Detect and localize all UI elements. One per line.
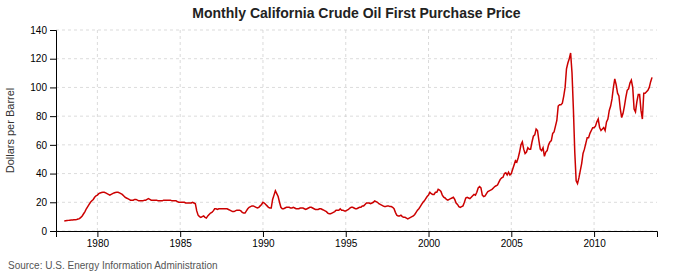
grid-line-y [56, 58, 657, 59]
x-axis-tick: 1990 [252, 231, 275, 249]
grid-line-x [594, 30, 595, 231]
y-axis-tick: 60 [36, 140, 56, 151]
y-axis-tick-label: 140 [30, 25, 47, 36]
x-axis-tick-label: 2000 [418, 238, 441, 249]
x-axis-line [57, 232, 658, 238]
grid-line-x [511, 30, 512, 231]
y-axis-tick-mark [50, 59, 56, 60]
title: Monthly California Crude Oil First Purch… [192, 5, 521, 21]
x-axis-tick: 1980 [87, 231, 110, 249]
x-axis-tick: 2000 [418, 231, 441, 249]
x-axis-tick-label: 1990 [252, 238, 275, 249]
x-axis-tick-mark [594, 231, 595, 237]
grid-line-y [56, 202, 657, 203]
grid-line-x [428, 30, 429, 231]
chart-svg: 1980 1985 1990 1995 2000 2005 2010 0 20 40 60 80 100… [0, 0, 675, 275]
grid-line-y [56, 116, 657, 117]
y-axis-tick: 0 [41, 226, 56, 237]
x-axis-tick-label: 1985 [170, 238, 193, 249]
y-axis-tick: 20 [36, 197, 56, 208]
y-axis-tick-mark [50, 174, 56, 175]
grid-line-x [97, 30, 98, 231]
plot-area: 1980 1985 1990 1995 2000 2005 2010 0 20 40 60 80 100… [30, 25, 657, 249]
source-note: Source: U.S. Energy Information Administ… [8, 260, 218, 271]
y-axis-tick-label: 60 [36, 140, 48, 151]
grid-line-x [345, 30, 346, 231]
y-axis-line [50, 31, 57, 232]
x-axis-tick-mark [346, 231, 347, 237]
x-axis-tick: 1995 [335, 231, 358, 249]
y-axis-tick-mark [50, 87, 56, 88]
y-axis: 0 20 40 60 80 100 120 140 [30, 25, 56, 237]
grid-line-x [262, 30, 263, 231]
x-axis-tick-mark [180, 231, 181, 237]
y-axis-tick-label: 80 [36, 111, 48, 122]
x-axis-tick-label: 2010 [583, 238, 606, 249]
y-axis-tick-label: 100 [30, 82, 47, 93]
y-axis-tick-label: 0 [41, 226, 47, 237]
x-axis-tick-label: 2005 [501, 238, 524, 249]
grid-line-y [56, 144, 657, 145]
y-axis-tick-mark [50, 30, 56, 31]
y-axis-tick: 100 [30, 82, 56, 93]
y-axis-tick: 40 [36, 168, 56, 179]
x-axis-tick-mark [511, 231, 512, 237]
chart-container: 1980 1985 1990 1995 2000 2005 2010 0 20 40 60 80 100… [0, 0, 675, 275]
x-axis-tick: 2005 [501, 231, 524, 249]
y-axis-tick: 80 [36, 111, 56, 122]
grid [56, 30, 657, 231]
x-axis-tick: 2010 [583, 231, 606, 249]
x-axis-tick-mark [263, 231, 264, 237]
y-axis-tick-mark [50, 145, 56, 146]
x-axis-tick-label: 1980 [87, 238, 110, 249]
x-axis: 1980 1985 1990 1995 2000 2005 2010 [57, 231, 658, 249]
y-axis-tick-label: 20 [36, 197, 48, 208]
x-axis-tick-mark [429, 231, 430, 237]
x-axis-tick-mark [97, 231, 98, 237]
y-axis-tick: 120 [30, 53, 56, 64]
x-axis-tick: 1985 [170, 231, 193, 249]
marks [64, 53, 652, 221]
y-axis-tick-mark [50, 116, 56, 117]
y-axis-tick: 140 [30, 25, 56, 36]
y-axis-tick-label: 40 [36, 168, 48, 179]
grid-line-x [180, 30, 181, 231]
grid-line-y [56, 87, 657, 88]
y-axis-title: Dollars per Barrel [4, 88, 16, 174]
data-line [64, 53, 652, 221]
grid-line-y [56, 30, 657, 31]
y-axis-tick-mark [50, 202, 56, 203]
x-axis-tick-label: 1995 [335, 238, 358, 249]
y-axis-tick-mark [50, 231, 56, 232]
grid-line-y [56, 173, 657, 174]
y-axis-tick-label: 120 [30, 53, 47, 64]
